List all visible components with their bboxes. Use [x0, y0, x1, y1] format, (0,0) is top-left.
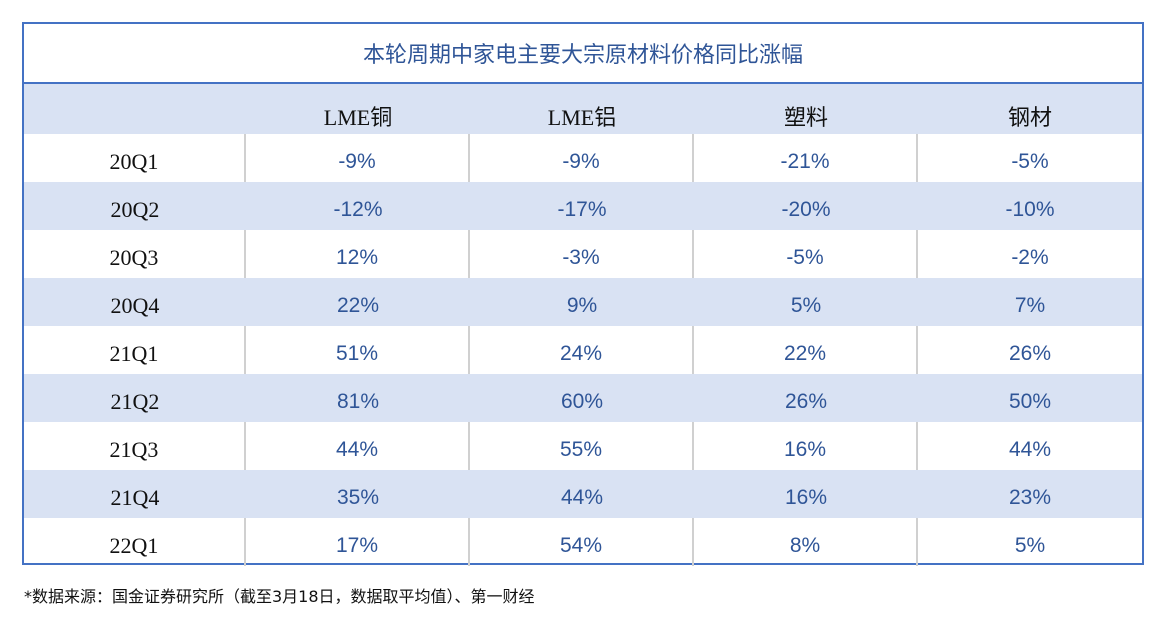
table-row: 21Q1 51% 24% 22% 26%: [24, 326, 1142, 374]
value-cell: 23%: [1008, 486, 1052, 509]
row-label: 20Q2: [110, 197, 160, 222]
row-label: 20Q1: [24, 134, 246, 182]
value-cell: 54%: [470, 518, 694, 566]
table-row: 20Q3 12% -3% -5% -2%: [24, 230, 1142, 278]
table-row: 21Q3 44% 55% 16% 44%: [24, 422, 1142, 470]
value-cell: 5%: [1014, 534, 1046, 557]
row-label: 21Q4: [110, 485, 160, 510]
row-label: 22Q1: [24, 518, 246, 566]
value-cell: -10%: [1005, 198, 1055, 221]
table-title: 本轮周期中家电主要大宗原材料价格同比涨幅: [24, 24, 1142, 84]
value-cell: -17%: [557, 198, 607, 221]
value-cell: 35%: [336, 486, 380, 509]
header-row: LME铜 LME铝 塑料 钢材: [24, 84, 1142, 134]
table-row: 22Q1 17% 54% 8% 5%: [24, 518, 1142, 566]
value-cell: 22%: [694, 326, 918, 374]
value-cell: 12%: [246, 230, 470, 278]
header-cell: 塑料: [783, 105, 828, 130]
value-cell: 55%: [470, 422, 694, 470]
source-footnote: *数据来源：国金证券研究所（截至3月18日，数据取平均值）、第一财经: [24, 587, 535, 606]
value-cell: 60%: [560, 390, 604, 413]
row-label: 21Q1: [24, 326, 246, 374]
value-cell: 5%: [790, 294, 822, 317]
value-cell: -2%: [1011, 246, 1049, 269]
value-cell: 51%: [246, 326, 470, 374]
table-row: 20Q1 -9% -9% -21% -5%: [24, 134, 1142, 182]
table-row: 20Q2 -12% -17% -20% -10%: [24, 182, 1142, 230]
value-cell: 44%: [1008, 438, 1052, 461]
value-cell: 16%: [694, 422, 918, 470]
value-cell: 16%: [784, 486, 828, 509]
value-cell: -5%: [1011, 150, 1049, 173]
value-cell: -9%: [246, 134, 470, 182]
value-cell: 17%: [246, 518, 470, 566]
value-cell: -5%: [694, 230, 918, 278]
value-cell: 81%: [336, 390, 380, 413]
row-label: 20Q3: [24, 230, 246, 278]
table-body: 20Q1 -9% -9% -21% -5% 20Q2 -12% -17% -20% -10% 20Q…: [24, 134, 1142, 566]
value-cell: -12%: [333, 198, 383, 221]
value-cell: 26%: [784, 390, 828, 413]
table-row: 21Q2 81% 60% 26% 50%: [24, 374, 1142, 422]
header-cell: [24, 84, 246, 134]
table-row: 21Q4 35% 44% 16% 23%: [24, 470, 1142, 518]
value-cell: 26%: [1008, 342, 1052, 365]
value-cell: -20%: [781, 198, 831, 221]
value-cell: -9%: [470, 134, 694, 182]
value-cell: 7%: [1014, 294, 1046, 317]
value-cell: -3%: [470, 230, 694, 278]
row-label: 21Q3: [24, 422, 246, 470]
value-cell: 44%: [560, 486, 604, 509]
value-cell: -21%: [694, 134, 918, 182]
value-cell: 24%: [470, 326, 694, 374]
header-cell: 钢材: [1007, 105, 1052, 130]
header-cell: LME铝: [547, 105, 617, 130]
value-cell: 50%: [1008, 390, 1052, 413]
value-cell: 9%: [566, 294, 598, 317]
row-label: 21Q2: [110, 389, 160, 414]
row-label: 20Q4: [110, 293, 160, 318]
value-cell: 8%: [694, 518, 918, 566]
value-cell: 22%: [336, 294, 380, 317]
value-cell: 44%: [246, 422, 470, 470]
table-row: 20Q4 22% 9% 5% 7%: [24, 278, 1142, 326]
price-change-table: 本轮周期中家电主要大宗原材料价格同比涨幅 LME铜 LME铝 塑料 钢材 20Q…: [22, 22, 1144, 566]
header-cell: LME铜: [323, 105, 393, 130]
